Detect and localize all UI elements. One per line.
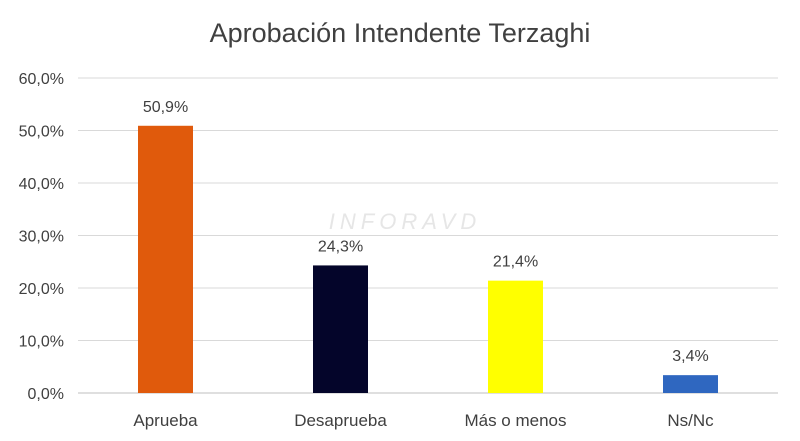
x-tick-label: Desaprueba [294, 411, 387, 430]
data-label: 21,4% [493, 254, 538, 271]
y-tick-label: 50,0% [19, 124, 64, 141]
bar [488, 280, 543, 393]
y-tick-label: 0,0% [28, 386, 64, 403]
x-tick-label: Aprueba [133, 411, 198, 430]
y-tick-label: 40,0% [19, 176, 64, 193]
gridlines [78, 77, 778, 341]
data-labels: 50,9% 24,3% 21,4% 3,4% [143, 99, 709, 365]
y-tick-label: 30,0% [19, 229, 64, 246]
y-tick-label: 60,0% [19, 71, 64, 88]
y-axis-ticks: 0,0% 10,0% 20,0% 30,0% 40,0% 50,0% 60,0% [19, 71, 64, 403]
chart-title: Aprobación Intendente Terzaghi [210, 18, 591, 48]
data-label: 3,4% [672, 348, 708, 365]
bar [313, 265, 368, 393]
x-tick-label: Ns/Nc [667, 411, 714, 430]
bar [138, 125, 193, 394]
y-tick-label: 20,0% [19, 281, 64, 298]
bars [138, 125, 718, 394]
y-tick-label: 10,0% [19, 334, 64, 351]
x-tick-label: Más o menos [464, 411, 566, 430]
watermark-logo: INFORAVD [329, 209, 481, 234]
x-axis-ticks: Aprueba Desaprueba Más o menos Ns/Nc [133, 411, 714, 430]
bar [663, 375, 718, 393]
data-label: 50,9% [143, 99, 188, 116]
data-label: 24,3% [318, 238, 363, 255]
